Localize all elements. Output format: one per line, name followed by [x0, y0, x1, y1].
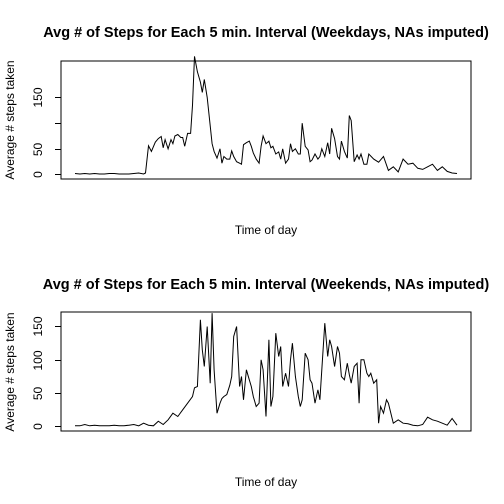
plot-frame: [60, 60, 472, 180]
series-line-weekdays: [74, 56, 458, 175]
y-tick-label: 0: [31, 423, 45, 430]
y-tick-label: 50: [31, 143, 45, 157]
series-line-weekends: [75, 313, 458, 427]
chart-weekdays: Avg # of Steps for Each 5 min. Interval …: [3, 25, 489, 237]
y-axis-label: Average # steps taken: [3, 60, 17, 179]
y-tick-label: 150: [31, 87, 45, 107]
y-axis-label: Average # steps taken: [3, 312, 17, 431]
y-tick-label: 0: [31, 171, 45, 178]
y-axis: 0 50 100 150: [31, 316, 62, 430]
chart-title: Avg # of Steps for Each 5 min. Interval …: [43, 25, 489, 41]
y-tick-label: 100: [31, 350, 45, 370]
y-axis: 0 50 150: [31, 87, 62, 178]
x-axis-label: Time of day: [235, 223, 297, 237]
chart-weekends: Avg # of Steps for Each 5 min. Interval …: [3, 277, 489, 489]
y-tick-label: 50: [31, 387, 45, 401]
y-tick-label: 150: [31, 316, 45, 336]
chart-title: Avg # of Steps for Each 5 min. Interval …: [43, 277, 490, 293]
x-axis-label: Time of day: [235, 475, 297, 489]
